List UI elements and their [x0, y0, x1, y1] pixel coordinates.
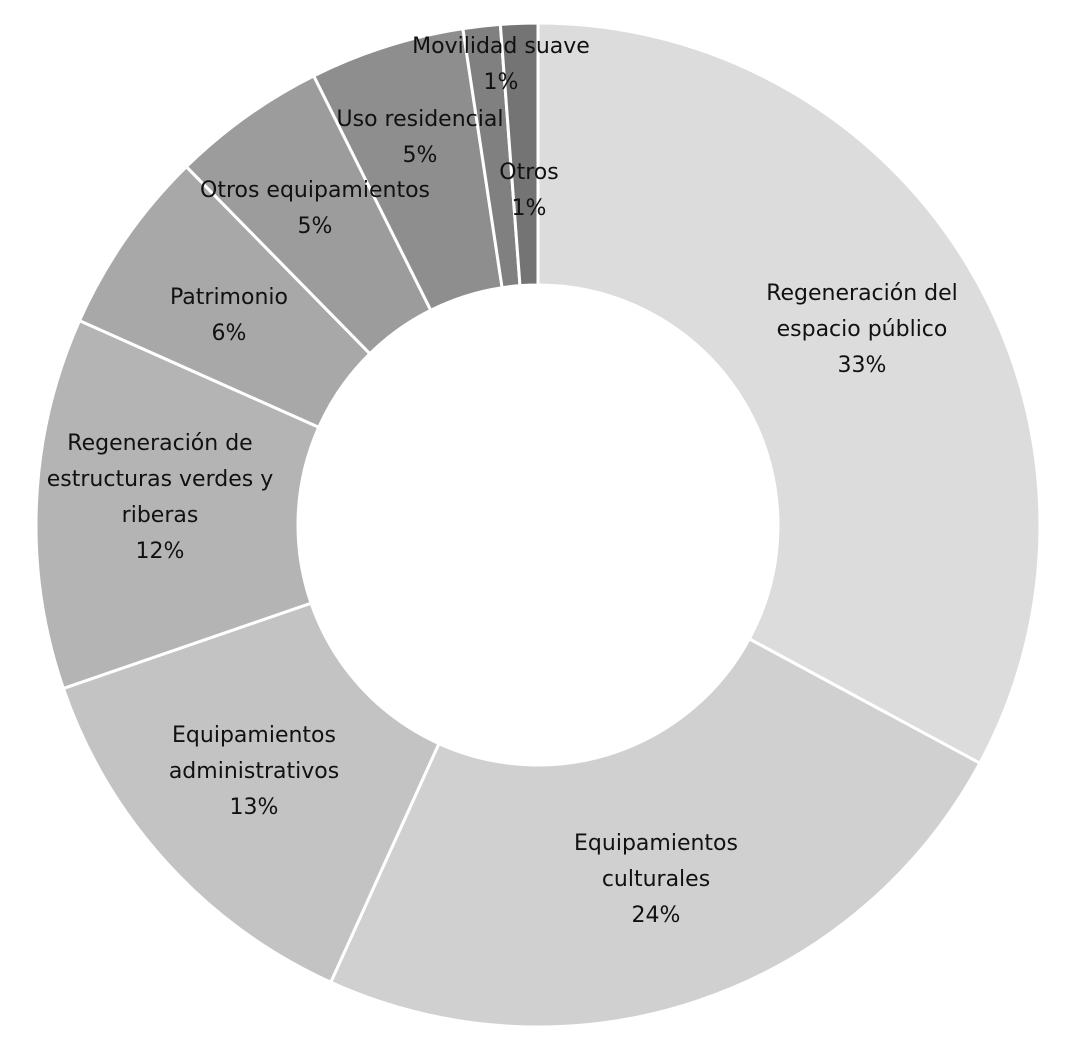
slice-percent-label: 12%: [136, 539, 185, 564]
slice-label-7: Movilidad suave 1%: [412, 34, 590, 95]
slice-category-label: administrativos: [169, 759, 339, 784]
donut-slice-1: [328, 636, 982, 1029]
slice-percent-label: 13%: [230, 795, 279, 820]
slice-percent-label: 5%: [403, 143, 438, 168]
slice-category-label: Patrimonio: [170, 285, 288, 310]
slice-label-3: Regeneración de estructuras verdes y riber…: [47, 431, 273, 564]
donut-slice-3: [34, 318, 321, 691]
slice-category-label: Equipamientos: [172, 723, 336, 748]
slice-label-8: Otros 1%: [499, 160, 558, 221]
donut-slice-8: [498, 21, 540, 288]
slice-category-label: estructuras verdes y: [47, 467, 273, 492]
slice-category-label: Movilidad suave: [412, 34, 590, 59]
labels-layer: Regeneración del espacio público 33% Equipa…: [47, 34, 958, 928]
slice-label-2: Equipamientos administrativos 13%: [169, 723, 339, 820]
slice-category-label: espacio público: [777, 317, 948, 342]
slice-percent-label: 6%: [212, 321, 247, 346]
slices-layer: [34, 21, 1042, 1029]
donut-slice-2: [61, 601, 441, 985]
slice-label-1: Equipamientos culturales 24%: [574, 831, 738, 928]
slice-percent-label: 5%: [298, 214, 333, 239]
slice-percent-label: 33%: [838, 353, 887, 378]
donut-slice-0: [536, 21, 1042, 766]
slice-label-0: Regeneración del espacio público 33%: [766, 281, 958, 378]
slice-label-6: Uso residencial 5%: [337, 107, 504, 168]
slice-category-label: Uso residencial: [337, 107, 504, 132]
slice-category-label: Otros: [499, 160, 558, 185]
slice-category-label: Regeneración de: [67, 431, 252, 456]
slice-category-label: Otros equipamientos: [200, 178, 430, 203]
slice-label-5: Otros equipamientos 5%: [200, 178, 430, 239]
slice-category-label: culturales: [602, 867, 710, 892]
slice-category-label: Equipamientos: [574, 831, 738, 856]
slice-percent-label: 1%: [512, 196, 547, 221]
slice-percent-label: 24%: [632, 903, 681, 928]
slice-category-label: Regeneración del: [766, 281, 958, 306]
slice-label-4: Patrimonio 6%: [170, 285, 288, 346]
slice-category-label: riberas: [122, 503, 199, 528]
slice-percent-label: 1%: [484, 70, 519, 95]
